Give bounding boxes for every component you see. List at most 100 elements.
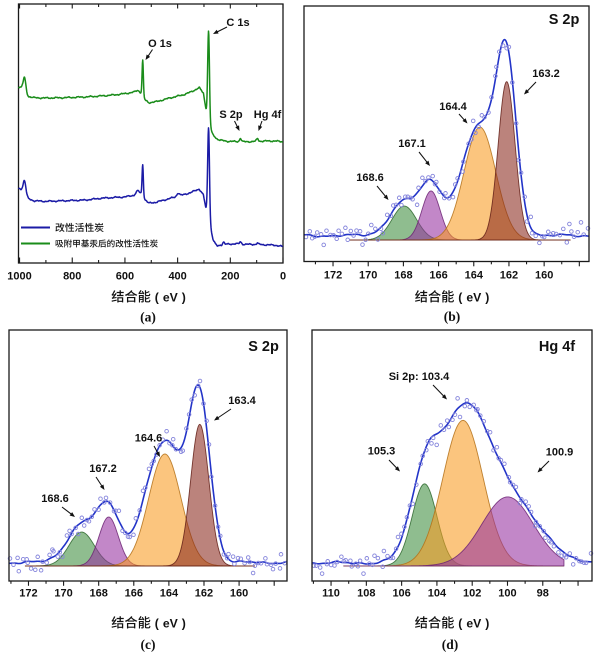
data-point [494,444,500,450]
data-point [92,507,97,512]
data-point [504,45,509,51]
cjk-glyph [81,239,90,248]
data-point [533,233,538,239]
peak-annotation: S 2p [219,109,243,121]
cjk-glyph [64,239,72,248]
cjk-glyph [124,290,138,303]
data-point [579,559,584,564]
annotation-arrow [388,459,400,472]
scatter-points [303,43,591,248]
data-point [423,178,428,184]
data-point [475,406,480,412]
label-text: ) [182,290,186,304]
data-point [510,80,515,85]
x-tick-label: 160 [230,588,248,600]
annotation-arrow [153,445,160,457]
data-point [471,402,476,408]
data-point [354,228,359,233]
data-point [317,565,323,570]
data-point [206,442,212,447]
data-point [51,549,56,554]
annotation-arrow [95,476,105,490]
label-text: ) [485,616,489,630]
data-point [57,549,63,555]
cjk-glyph [84,222,94,232]
data-point [418,461,423,467]
x-tick-label: 200 [221,271,239,283]
data-point [420,175,425,181]
x-tick-label: 0 [280,271,286,283]
data-point [332,563,337,568]
cjk-glyph [123,239,133,248]
data-point [393,546,399,552]
legend-label [55,222,104,232]
data-point [120,528,125,534]
panel-d-hg4f-spectrum: 110 108 106 104 102 100 98 (eV) (d) Hg 4f 105.3 Si … [311,329,594,652]
data-point [482,114,487,120]
data-point [526,504,531,509]
cjk-glyph [73,239,80,248]
x-tick-label: 108 [357,588,375,600]
data-point [478,413,483,418]
data-point [319,571,325,576]
x-axis-label: (eV) [415,616,489,630]
data-point [395,534,401,540]
peak-annotation: O 1s [148,38,172,50]
data-point [466,141,471,146]
data-point [146,466,152,472]
data-point [559,553,564,558]
data-point [170,436,176,442]
data-point [461,159,466,164]
data-point [16,568,22,574]
data-point [303,234,309,240]
data-point [378,226,384,232]
data-point [339,231,345,237]
data-point [313,563,319,568]
data-point [33,567,38,573]
label-text: ( [458,290,463,304]
data-point [442,195,447,201]
x-tick-label: 172 [324,270,342,282]
data-point [429,441,434,446]
cjk-glyph [115,239,124,248]
data-point [420,453,425,459]
cjk-glyph [111,616,124,629]
x-axis-ticks [10,581,275,586]
data-point [348,558,353,563]
data-point [474,407,479,413]
plot-border [8,329,288,582]
data-point [28,566,34,571]
data-point [268,562,274,568]
data-point [273,561,278,566]
cjk-glyph [74,222,85,232]
data-point [245,555,251,560]
data-point [189,397,194,402]
data-point [212,503,218,508]
data-point [498,457,504,463]
data-point [370,562,375,568]
data-point [455,176,460,181]
data-point [424,447,429,453]
survey-curve [18,127,284,248]
data-point [487,429,493,435]
plot-border [311,329,593,582]
x-tick-label: 98 [537,588,549,600]
peak-annotation: 164.6 [135,433,163,445]
label-text: eV [466,616,482,630]
cjk-glyph [441,616,454,629]
legend [21,222,158,248]
data-point [372,553,377,558]
cjk-glyph [111,290,124,303]
data-point [324,561,330,567]
data-point [373,226,378,232]
peak-annotation: 167.2 [89,463,117,475]
data-point [381,548,387,554]
panel-label: (c) [141,637,156,652]
data-point [585,226,591,231]
data-point [529,230,535,236]
data-point [543,535,548,540]
data-point [434,442,439,448]
label-text: ( [155,616,160,630]
data-point [363,237,368,243]
